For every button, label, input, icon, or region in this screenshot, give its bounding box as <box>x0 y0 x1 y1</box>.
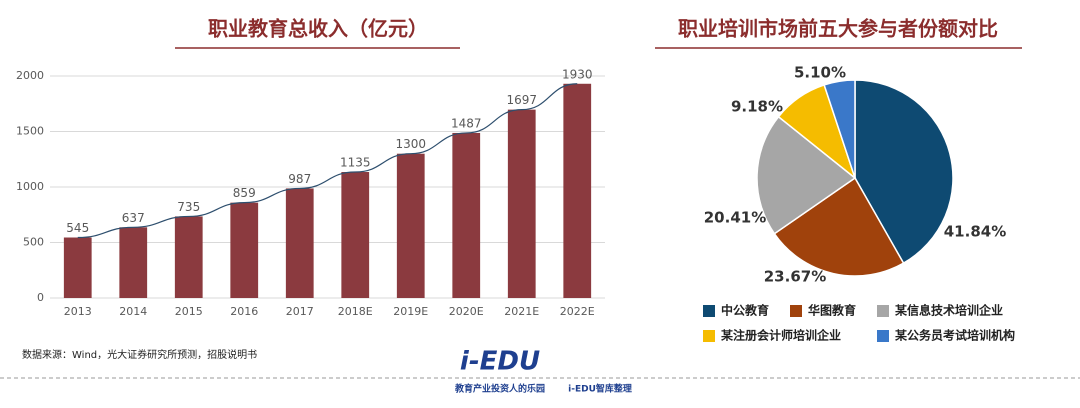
legend-label: 某信息技术培训企业 <box>895 303 1003 318</box>
data-label: 20.41% <box>704 209 766 227</box>
x-tick-label: 2016 <box>230 305 258 318</box>
y-tick-label: 1000 <box>16 180 44 193</box>
pie-title: 职业培训市场前五大参与者份额对比 <box>678 17 998 41</box>
bar <box>63 237 92 298</box>
legend-label: 某注册会计师培训企业 <box>721 328 841 343</box>
bar <box>507 109 536 299</box>
bar <box>396 153 425 298</box>
bar <box>174 216 203 298</box>
data-label: 41.84% <box>944 223 1006 241</box>
legend-swatch <box>877 330 889 342</box>
data-label: 1135 <box>340 156 371 170</box>
y-tick-label: 2000 <box>16 69 44 82</box>
bar <box>341 172 370 298</box>
bar <box>563 83 592 299</box>
legend-label: 中公教育 <box>721 303 769 318</box>
trend-line <box>77 83 578 239</box>
logo-credit: i-EDU智库整理 <box>568 383 632 395</box>
y-tick-label: 1500 <box>16 125 44 138</box>
bar <box>230 202 259 298</box>
legend-swatch <box>703 305 715 317</box>
source: 数据来源：Wind，光大证券研究所预测，招股说明书 <box>22 348 257 361</box>
x-tick-label: 2019E <box>393 305 428 318</box>
bar <box>285 188 314 298</box>
logo: i-EDU <box>460 347 540 377</box>
data-label: 859 <box>233 186 256 200</box>
data-label: 9.18% <box>731 98 783 116</box>
pie-slice <box>823 79 856 179</box>
x-tick-label: 2013 <box>64 305 92 318</box>
pie-slice <box>773 176 905 277</box>
x-tick-label: 2017 <box>286 305 314 318</box>
x-tick-label: 2020E <box>449 305 484 318</box>
pie-slice <box>756 115 857 235</box>
x-tick-label: 2014 <box>119 305 147 318</box>
pie-slice <box>854 79 954 265</box>
legend-swatch <box>877 305 889 317</box>
bar <box>119 227 148 298</box>
bar <box>452 132 481 298</box>
data-label: 5.10% <box>794 64 846 82</box>
logo-slogan: 教育产业投资人的乐园 <box>454 383 545 395</box>
x-tick-label: 2018E <box>338 305 373 318</box>
legend-swatch <box>703 330 715 342</box>
bar-title: 职业教育总收入（亿元） <box>208 17 428 41</box>
data-label: 637 <box>122 211 145 225</box>
legend-label: 某公务员考试培训机构 <box>895 328 1015 343</box>
data-label: 23.67% <box>764 268 826 286</box>
data-label: 1930 <box>562 67 593 81</box>
data-label: 1300 <box>395 137 426 151</box>
data-label: 735 <box>177 200 200 214</box>
data-label: 1697 <box>506 93 537 107</box>
x-tick-label: 2021E <box>504 305 539 318</box>
y-tick-label: 500 <box>23 236 44 249</box>
data-label: 545 <box>66 221 89 235</box>
x-tick-label: 2015 <box>175 305 203 318</box>
legend-swatch <box>790 305 802 317</box>
y-tick-label: 0 <box>37 291 44 304</box>
x-tick-label: 2022E <box>560 305 595 318</box>
data-label: 1487 <box>451 116 482 130</box>
legend-label: 华图教育 <box>808 303 856 318</box>
data-label: 987 <box>288 172 311 186</box>
